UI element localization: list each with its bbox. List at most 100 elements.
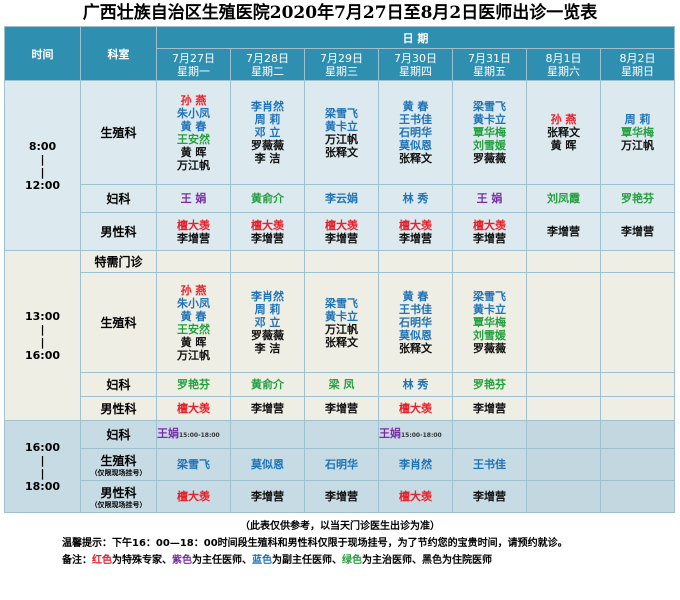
schedule-cell: 梁雪飞 黄卡立 万江帆 张释文 [304,272,379,373]
doctor-name: 石明华 [325,458,358,471]
schedule-cell: 檀大羡 李增营 [378,212,453,251]
doctor-name: 张释文 [399,152,432,165]
doctor-name: 檀大羡 [473,218,506,232]
doctor-name: 檀大羡 [251,218,284,232]
doctor-name: 王书佳 [399,303,432,316]
doctor-name: 林 秀 [402,192,429,205]
schedule-cell: 李增营 [599,212,676,251]
time-sep: | [40,152,45,166]
time-sep: | [40,453,45,467]
doctor-name: 黄卡立 [325,119,358,133]
legend-desc: 为住院医师 [442,555,492,566]
doctor-name: 檀大羡 [399,490,432,503]
time-start: 13:00 [24,309,60,323]
doctor-name: 檀大羡 [177,218,210,232]
doctor-name: 张释文 [325,335,358,349]
doctor-name: 石明华 [399,126,432,139]
time-sep: | [40,322,45,336]
table-row: 男性科 檀大羡 李增营 李增营 檀大羡 李增营 [5,396,676,421]
footer: （此表仅供参考，以当天门诊医生出诊为准） 温馨提示：下午16：00—18：00时… [0,518,680,569]
day-header: 7月30日 星期四 [378,48,453,81]
schedule-cell: 王 娟 [452,184,527,213]
schedule-cell [526,448,601,481]
date-header: 日 期 [155,26,676,49]
schedule-cell [599,448,676,481]
schedule-cell [599,250,676,273]
doctor-name: 李增营 [251,490,284,503]
doctor-name: 黄俞介 [251,192,284,205]
dept-note: （仅限现场挂号） [90,468,147,477]
legend-color: 蓝色 [252,555,272,566]
footer-legend: 备注：红色为特殊专家、紫色为主任医师、蓝色为副主任医师、绿色为主治医师、黑色为住… [0,552,680,569]
doctor-name: 黄卡立 [325,309,358,323]
doctor-name: 刘雪媛 [473,329,506,342]
day-date: 8月1日 [545,51,582,65]
doctor-name: 万江帆 [177,158,210,172]
schedule-cell: 檀大羡 [378,480,453,513]
table-row: 生殖科孙 燕朱小凤黄 春王安然黄 晖万江帆 李肖然周 莉邓 立罗薇薇李 洁梁雪飞黄… [5,272,676,373]
doctor-name: 周 莉 [624,113,651,126]
table-row: 妇科 罗艳芬 黄俞介 梁 凤 林 秀 罗艳芬 [5,372,676,397]
doctor-name: 李云娟 [325,192,358,205]
dept-cell: 妇科 [80,184,157,213]
day-header: 8月2日 星期日 [599,48,676,81]
doctor-name: 黄卡立 [473,113,506,126]
legend-color: 红色 [92,555,112,566]
doctor-name: 檀大羡 [177,490,210,503]
doctor-name: 王娟15:00-18:00 [379,427,442,440]
page-title: 广西壮族自治区生殖医院2020年7月27日至8月2日医师出诊一览表 [82,3,598,23]
doctor-name: 黄 春 [180,119,207,133]
legend-desc: 为副主任医师、 [272,555,342,566]
schedule-cell: 李增营 [452,396,527,421]
doctor-name: 覃华梅 [473,316,506,329]
day-date: 7月31日 [468,51,511,65]
schedule-cell [599,420,676,449]
doctor-name: 罗艳芬 [473,378,506,391]
schedule-cell: 檀大羡 [156,480,231,513]
time-start: 16:00 [24,440,60,454]
table-row: 男性科 （仅限现场挂号） 檀大羡 李增营 李增营 檀大羡 李增营 [5,480,676,513]
schedule-cell: 林 秀 [378,372,453,397]
schedule-cell: 莫似恩 [230,448,305,481]
doctor-name: 万江帆 [325,322,358,336]
doctor-name: 檀大羡 [325,218,358,232]
schedule-cell: 李增营 [526,212,601,251]
doctor-name: 李增营 [251,231,284,245]
schedule-cell: 李增营 [304,480,379,513]
schedule-cell: 檀大羡 李增营 [304,212,379,251]
doctor-name: 李增营 [473,231,506,245]
schedule-cell [599,396,676,421]
schedule-cell: 梁 凤 [304,372,379,397]
day-date: 8月2日 [619,51,656,65]
schedule-cell: 黄 春王书佳 石明华 莫似恩 张释文 [378,272,453,373]
schedule-cell [599,480,676,513]
day-date: 7月30日 [394,51,437,65]
doctor-name: 覃华梅 [621,126,655,139]
doctor-name: 石明华 [399,316,432,329]
table-row: 8:00 | | 12:00 生殖科孙 燕朱小凤黄 春王安然黄 晖万江帆 李肖然周 莉邓 … [4,80,676,251]
time-note: 15:00-18:00 [401,432,442,439]
schedule-cell: 罗艳芬 [599,184,676,213]
doctor-name: 覃华梅 [473,126,506,139]
dept-cell: 男性科 [80,212,157,251]
day-header: 8月1日 星期六 [526,48,601,81]
time-slot: 8:00 | | 12:00 [4,80,81,251]
doctor-name: 李增营 [325,402,358,415]
dept-header: 科室 [80,26,157,81]
doctor-name: 万江帆 [325,132,358,146]
dept-name: 男性科 [100,485,137,500]
schedule-cell: 檀大羡 李增营 [156,212,231,251]
doctor-name: 林 秀 [402,378,429,391]
doctor-name: 梁雪飞 [473,290,506,303]
footer-tip: 温馨提示：下午16：00—18：00时间段生殖科和男性科仅限于现场挂号，为了节约… [62,538,568,549]
doctor-name: 刘凤霞 [547,192,580,205]
legend-prefix: 备注： [62,555,92,566]
doctor-name: 李增营 [325,490,358,503]
table-row: 妇科 王 娟 黄俞介 李云娟 林 秀 王 娟 刘凤霞 罗艳芬 [5,184,676,213]
doctor-name: 黄 晖 [550,139,577,152]
doctor-name: 罗薇薇 [251,329,284,342]
doctor-name: 孙 燕 [180,93,207,107]
day-week: 星期二 [251,64,284,78]
day-header: 7月31日 星期五 [452,48,527,81]
doctor-name: 罗艳芬 [177,378,210,391]
